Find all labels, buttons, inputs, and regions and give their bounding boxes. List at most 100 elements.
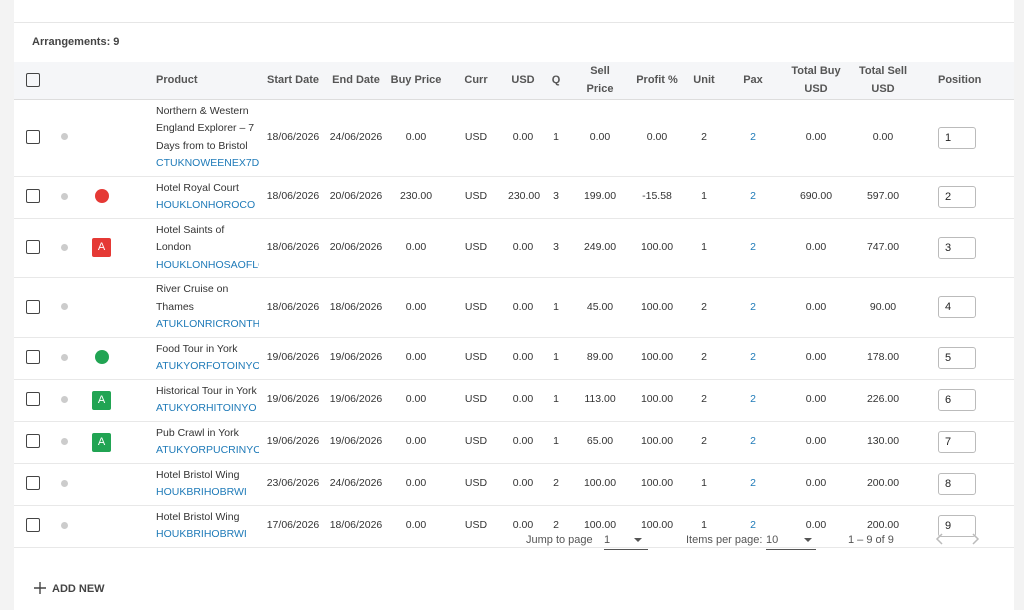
unit: 2	[701, 300, 707, 313]
curr: USD	[464, 519, 488, 532]
total-sell: 597.00	[866, 190, 900, 203]
jump-value: 1	[604, 534, 611, 546]
checkbox[interactable]	[26, 476, 40, 491]
badge-cell	[76, 505, 150, 548]
status-dot	[60, 479, 68, 487]
total-sell: 747.00	[866, 241, 900, 253]
position-cell: 2	[920, 176, 1014, 219]
usd-cell: 0.00	[508, 218, 538, 278]
table-row: Hotel Bristol Wing HOUKBRIHOBRWI 17/06/202…	[14, 505, 1014, 548]
product-cell: Hotel Saints of London HOUKLONHOSAOFLO	[150, 218, 262, 278]
start-cell: 18/06/2026	[262, 99, 324, 177]
curr-cell: USD	[444, 421, 508, 464]
position-input[interactable]: 9	[938, 515, 976, 537]
product-code[interactable]: HOUKLONHOROCO	[156, 199, 256, 211]
checkbox[interactable]	[26, 129, 40, 144]
product-code[interactable]: CTUKNOWEENEX7DAL	[156, 157, 259, 169]
checkbox[interactable]	[26, 240, 40, 255]
product-cell: Historical Tour in York ATUKYORHITOINYO	[150, 379, 262, 422]
status-cell	[52, 99, 76, 177]
badge-cell	[76, 337, 150, 380]
end: 18/06/2026	[329, 519, 383, 532]
total-sell: 200.00	[866, 519, 900, 532]
usd-cell: 0.00	[508, 99, 538, 177]
end: 20/06/2026	[329, 190, 383, 203]
prev-page[interactable]	[934, 532, 946, 546]
product-code[interactable]: HOUKBRIHOBRWI	[156, 486, 247, 498]
checkbox[interactable]	[26, 392, 40, 407]
total-buy-cell: 0.00	[786, 463, 846, 506]
total-buy: 0.00	[805, 300, 827, 313]
sell: 89.00	[586, 351, 614, 364]
buy-cell: 0.00	[388, 379, 444, 422]
unit: 1	[701, 241, 707, 253]
pax-cell: 2	[720, 379, 786, 422]
start: 18/06/2026	[266, 300, 320, 313]
start: 19/06/2026	[266, 351, 320, 364]
checkbox[interactable]	[26, 189, 40, 204]
total-buy-cell: 0.00	[786, 218, 846, 278]
product-cell: River Cruise on Thames ATUKLONRICRONTH	[150, 277, 262, 338]
product-cell: Hotel Bristol Wing HOUKBRIHOBRWI	[150, 463, 262, 506]
checkbox-cell	[14, 505, 52, 548]
buy-cell: 0.00	[388, 505, 444, 548]
table-row: A Historical Tour in York ATUKYORHITOINYO 1…	[14, 379, 1014, 422]
product-name: River Cruise on Thames	[156, 283, 229, 313]
add-new-label: ADD NEW	[52, 583, 105, 595]
product-code[interactable]: ATUKYORPUCRINYO	[156, 444, 259, 456]
profit: 0.00	[646, 130, 668, 143]
items-select[interactable]: 10	[766, 534, 816, 550]
next-page[interactable]	[969, 532, 981, 546]
buy-cell: 0.00	[388, 277, 444, 338]
usd-cell: 0.00	[508, 277, 538, 338]
status-dot	[60, 243, 68, 251]
badge-square: A	[92, 238, 111, 258]
position-input[interactable]: 6	[938, 389, 976, 411]
checkbox-cell	[14, 337, 52, 380]
column-header: Profit %	[626, 62, 688, 100]
profit: 100.00	[640, 393, 674, 406]
checkbox[interactable]	[26, 518, 40, 533]
total-buy-cell: 0.00	[786, 337, 846, 380]
column-header: Pax	[720, 62, 786, 100]
usd-cell: 0.00	[508, 379, 538, 422]
unit: 1	[701, 190, 707, 203]
sell-cell: 249.00	[574, 218, 626, 278]
start: 18/06/2026	[266, 190, 320, 203]
position-cell: 5	[920, 337, 1014, 380]
position-input[interactable]: 3	[938, 236, 976, 259]
position-input[interactable]: 4	[938, 296, 976, 319]
status-cell	[52, 218, 76, 278]
add-new-button[interactable]: ADD NEW	[34, 582, 105, 595]
product-code[interactable]: ATUKLONRICRONTH	[156, 318, 259, 330]
checkbox[interactable]	[26, 299, 40, 314]
profit-cell: 100.00	[626, 337, 688, 380]
jump-select[interactable]: 1	[604, 534, 648, 550]
position-input[interactable]: 7	[938, 431, 976, 453]
product-code[interactable]: HOUKBRIHOBRWI	[156, 528, 247, 540]
product-code[interactable]: HOUKLONHOSAOFLO	[156, 258, 259, 271]
checkbox[interactable]	[26, 434, 40, 449]
table-row: Northern & Western England Explorer – 7 …	[14, 99, 1014, 177]
position-input[interactable]: 2	[938, 186, 976, 208]
q: 3	[553, 190, 559, 203]
pax: 2	[750, 300, 756, 313]
position-input[interactable]: 5	[938, 347, 976, 369]
product-code[interactable]: ATUKYORHITOINYO	[156, 402, 257, 414]
status-dot	[60, 353, 68, 361]
pax-cell: 2	[720, 218, 786, 278]
unit-cell: 1	[688, 218, 720, 278]
position-input[interactable]: 1	[938, 126, 976, 149]
checkbox[interactable]	[26, 73, 40, 88]
usd: 0.00	[512, 300, 534, 313]
column-header: USD	[508, 62, 538, 100]
unit-cell: 2	[688, 337, 720, 380]
q-cell: 2	[538, 505, 574, 548]
position-input[interactable]: 8	[938, 473, 976, 495]
profit-cell: 0.00	[626, 99, 688, 177]
product-code[interactable]: ATUKYORFOTOINYO	[156, 360, 259, 372]
table-row: Hotel Royal Court HOUKLONHOROCO 18/06/2026…	[14, 176, 1014, 219]
end: 19/06/2026	[329, 351, 383, 364]
profit: -15.58	[642, 190, 672, 203]
checkbox[interactable]	[26, 350, 40, 365]
